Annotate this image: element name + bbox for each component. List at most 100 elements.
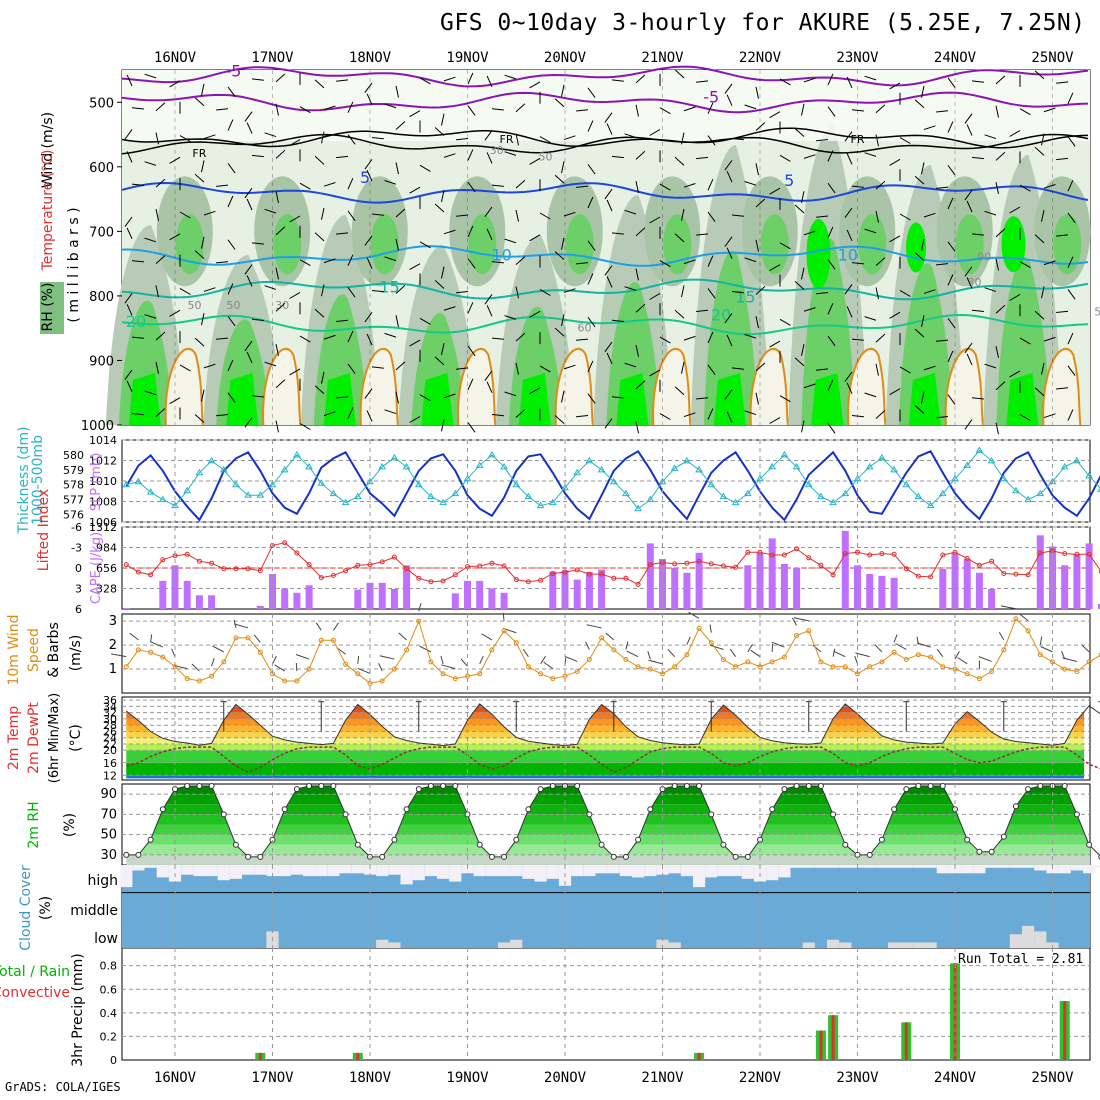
wind-barb <box>984 134 997 140</box>
wind-barb <box>731 138 744 141</box>
wind-barb <box>947 197 954 210</box>
cloud-bar-high <box>912 865 925 868</box>
thickness-label: 1000-500mb <box>30 435 46 525</box>
panel-frame <box>121 613 1091 694</box>
chart-title: GFS 0~10day 3-hourly for AKURE (5.25E, 7… <box>440 10 1086 36</box>
wind-barb <box>409 339 421 347</box>
cloud-bar-high <box>863 865 876 868</box>
wind-speed-marker <box>696 625 702 631</box>
wind-barb <box>486 305 493 317</box>
wind-barb <box>554 174 565 184</box>
cloud-bar-high <box>729 865 742 877</box>
pressure-tick-label: 1000 <box>81 419 114 434</box>
wind-barb <box>755 122 766 131</box>
cloud-bar-high <box>437 865 450 879</box>
wind-barb <box>957 657 968 665</box>
wind-speed-marker <box>1098 652 1100 657</box>
wind-barb <box>833 650 846 658</box>
lifted-index-marker <box>440 578 446 584</box>
rh-marker <box>842 841 849 848</box>
wind-speed-marker <box>976 676 982 682</box>
rh-upper-moist <box>273 214 302 275</box>
wind-barb <box>1019 261 1031 269</box>
wind-barb <box>846 306 853 318</box>
wind-speed-marker <box>806 628 812 634</box>
wind-barb <box>606 123 613 135</box>
wind-barb <box>889 311 901 319</box>
cloud-bar-high <box>534 865 547 882</box>
cloud-bar-high <box>766 865 779 881</box>
wind-barb <box>150 641 164 648</box>
wind-barb <box>964 113 973 124</box>
wind-barb <box>771 641 785 648</box>
wind-speed-marker <box>391 666 397 672</box>
thickness-marker <box>926 501 935 509</box>
wind-barb <box>1067 409 1074 421</box>
cape-bar <box>354 589 362 609</box>
rh-marker <box>415 786 422 793</box>
cape-bar <box>780 564 788 609</box>
wind-barb <box>686 636 691 645</box>
pressure-tick-label: 600 <box>89 161 114 176</box>
wind-barb <box>395 121 406 130</box>
wind-barb <box>504 74 517 80</box>
thickness-marker <box>487 450 496 458</box>
wind-barb <box>484 294 493 305</box>
wind-barb <box>124 293 133 304</box>
wind-barb <box>674 309 685 319</box>
wind-barb <box>539 365 551 373</box>
cloud-unit-label: (%) <box>38 896 54 920</box>
wind-barb <box>801 420 805 433</box>
wind-barb <box>683 259 696 265</box>
cloud-bar-high <box>741 865 754 879</box>
wind-barb <box>540 655 547 665</box>
wind-barb <box>947 274 954 286</box>
wind-barb <box>779 242 791 250</box>
wind-barb <box>624 286 637 291</box>
cloud-bar-high <box>1046 865 1059 874</box>
wind-barb <box>846 382 853 394</box>
wind-barb <box>515 332 526 342</box>
wind-barb <box>194 250 205 260</box>
cloud-bar-high <box>278 865 291 877</box>
wind-barb <box>395 208 406 218</box>
wind-barb <box>846 153 853 165</box>
wind-barb <box>314 308 325 318</box>
lifted-index-marker <box>477 563 483 569</box>
wind-barb <box>227 163 236 174</box>
wind-barb <box>696 233 709 236</box>
wind-barb <box>875 180 886 190</box>
wind-barb <box>529 81 541 89</box>
cloud-bar-high <box>1058 865 1071 874</box>
wind-barb <box>827 303 834 315</box>
lifted-index-marker <box>513 577 519 583</box>
lifted-index-marker <box>696 558 702 564</box>
wind-barb <box>576 262 589 265</box>
wind-barb <box>126 74 133 87</box>
cloud-bar-high <box>156 865 169 878</box>
cloud-bar-high <box>583 865 596 877</box>
cloud-bar-high <box>388 865 401 875</box>
wind-speed-marker <box>282 678 288 684</box>
wind-barb <box>144 73 157 79</box>
cloud-bar-high <box>120 865 133 888</box>
wind-barb <box>155 255 166 265</box>
rh-contour-label: 90 <box>977 250 991 263</box>
wind-barb <box>803 230 816 236</box>
wind-barb <box>179 211 191 219</box>
wind-barb <box>576 185 589 188</box>
wind-barb <box>323 334 336 340</box>
wind-barb <box>227 315 236 327</box>
rh-plume-saturated <box>713 373 746 425</box>
wind-speed-marker <box>294 678 300 684</box>
rh-marker <box>610 853 617 860</box>
cape-bar <box>476 580 484 609</box>
wind-barb <box>803 77 816 83</box>
wind-speed-marker <box>635 664 641 670</box>
cloud-bar-high <box>363 865 377 875</box>
cape-bar <box>951 553 959 609</box>
lifted-index-marker <box>148 572 154 578</box>
wind-barb <box>995 304 1006 314</box>
wind-barb <box>875 410 886 419</box>
wind-barb <box>419 241 431 249</box>
